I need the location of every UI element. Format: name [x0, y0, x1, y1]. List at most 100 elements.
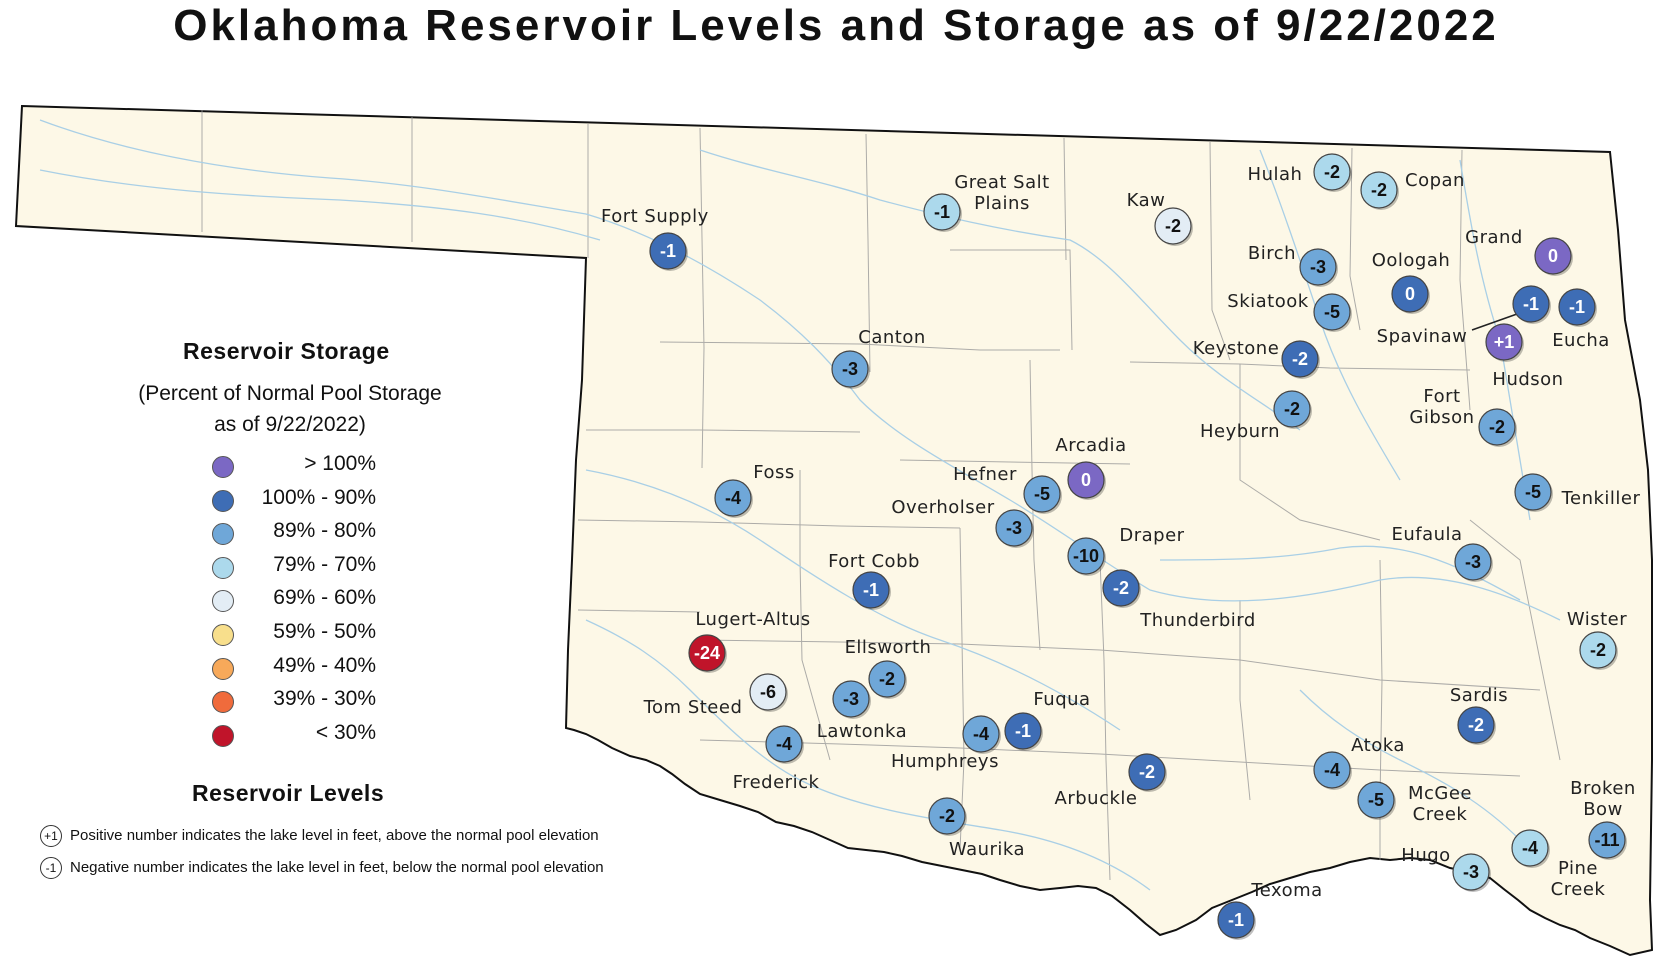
reservoir-storage-circle	[1281, 340, 1319, 378]
reservoir-level: -4	[776, 734, 792, 754]
reservoir-name: Fuqua	[1033, 689, 1090, 710]
reservoir-level: -2	[939, 806, 955, 826]
reservoir-name: Eufaula	[1391, 524, 1462, 545]
reservoir-storage-circle	[1004, 712, 1042, 750]
reservoir-storage-circle	[1217, 901, 1255, 939]
legend-label: 69% - 60%	[273, 586, 376, 610]
legend-swatch-icon	[212, 556, 234, 579]
reservoir-level: -4	[1522, 838, 1538, 858]
reservoir-name: Frederick	[733, 772, 820, 793]
reservoir-storage-circle	[852, 571, 890, 609]
reservoir-marker: -4 Frederick	[733, 725, 820, 793]
reservoir-marker: -2 Fort Gibson	[1409, 386, 1517, 447]
reservoir-name: Canton	[858, 327, 926, 348]
reservoir-marker: -3 Hugo	[1401, 845, 1491, 892]
reservoir-name: Fort Cobb	[828, 551, 920, 572]
reservoir-storage-circle	[749, 673, 787, 711]
legend-label: 79% - 70%	[273, 552, 376, 576]
reservoir-storage-circle	[765, 725, 803, 763]
reservoir-storage-circle	[1511, 829, 1549, 867]
reservoir-level: 0	[1405, 284, 1415, 304]
reservoir-marker: -2 Wister	[1567, 609, 1627, 670]
reservoir-storage-circle	[1579, 631, 1617, 669]
reservoir-level: +1	[1494, 332, 1515, 352]
reservoir-marker: -2 Hulah	[1248, 153, 1352, 192]
reservoir-level: 0	[1548, 246, 1558, 266]
reservoir-level: -4	[1324, 760, 1340, 780]
reservoir-storage-circle	[1313, 293, 1351, 331]
reservoir-level: -1	[1015, 721, 1031, 741]
reservoir-storage-circle	[1485, 323, 1523, 361]
reservoir-level: -3	[843, 689, 859, 709]
reservoir-level: -3	[842, 359, 858, 379]
negative-level-note: -1 Negative number indicates the lake lev…	[40, 857, 604, 879]
reservoir-name: Keystone	[1193, 338, 1280, 359]
reservoir-level: -2	[1590, 640, 1606, 660]
reservoir-name: Wister	[1567, 609, 1627, 630]
reservoir-marker: -4 Foss	[714, 462, 794, 518]
reservoir-name: Skiatook	[1227, 291, 1308, 312]
reservoir-name: Arbuckle	[1055, 788, 1138, 809]
reservoir-level: -5	[1525, 482, 1541, 502]
reservoir-marker: -4 Humphreys	[891, 715, 1001, 772]
legend-label: 39% - 30%	[273, 687, 376, 711]
levels-legend-title: Reservoir Levels	[192, 780, 385, 806]
reservoir-name: Waurika	[949, 839, 1025, 860]
reservoir-storage-circle	[1313, 751, 1351, 789]
reservoir-marker: -4 Atoka	[1313, 735, 1404, 790]
reservoir-level: -3	[1310, 257, 1326, 277]
reservoir-name: Lawtonka	[817, 721, 907, 742]
legend-swatch-icon	[212, 456, 234, 478]
reservoir-name: Lugert-Altus	[695, 609, 810, 630]
legend-swatch-icon	[212, 691, 234, 714]
reservoir-level: -3	[1465, 552, 1481, 572]
reservoir-marker: -3 Lawtonka	[817, 680, 907, 742]
reservoir-storage-circle	[923, 193, 961, 231]
positive-level-note: +1 Positive number indicates the lake lev…	[40, 825, 599, 847]
reservoir-storage-circle	[962, 715, 1000, 753]
reservoir-storage-circle	[714, 479, 752, 517]
leader-line	[1471, 313, 1518, 331]
reservoir-marker: -2 Copan	[1360, 170, 1465, 210]
reservoir-marker: -10 Draper	[1067, 525, 1184, 576]
reservoir-storage-circle	[1514, 473, 1552, 511]
reservoir-level: -2	[1371, 180, 1387, 200]
reservoir-storage-circle	[1588, 821, 1626, 859]
storage-legend-row: > 100%	[212, 452, 376, 482]
reservoir-level: -1	[1228, 910, 1244, 930]
storage-legend-row: < 30%	[212, 721, 376, 751]
legend-swatch-icon	[212, 489, 234, 512]
storage-legend-row: 89% - 80%	[212, 519, 376, 549]
reservoir-level: -4	[725, 488, 741, 508]
reservoir-storage-circle	[1128, 753, 1166, 791]
reservoir-marker: -24 Lugert-Altus	[688, 609, 810, 673]
legend-label: > 100%	[304, 452, 376, 475]
reservoir-level: -5	[1368, 790, 1384, 810]
legend-swatch-icon	[212, 657, 234, 680]
reservoir-storage-circle	[1273, 390, 1311, 428]
reservoir-level: -2	[1292, 349, 1308, 369]
reservoir-storage-circle	[831, 350, 869, 388]
reservoir-storage-circle	[1391, 275, 1429, 313]
reservoir-marker: -2 Ellsworth	[845, 637, 931, 699]
storage-legend-title: Reservoir Storage	[183, 338, 390, 364]
storage-legend-row: 49% - 40%	[212, 654, 376, 684]
reservoir-name: Tom Steed	[643, 697, 743, 718]
reservoir-marker: -2 Thunderbird	[1102, 569, 1255, 631]
reservoir-level: -10	[1073, 546, 1099, 566]
legend-label: 100% - 90%	[261, 485, 376, 509]
reservoir-marker: -3 Overholser	[891, 497, 1034, 548]
reservoir-storage-circle	[1357, 781, 1395, 819]
reservoir-marker: -4 Pine Creek	[1511, 829, 1605, 900]
reservoir-name: Copan	[1405, 170, 1465, 191]
reservoir-storage-circle	[1558, 288, 1596, 326]
reservoir-name: Sardis	[1450, 685, 1508, 706]
reservoir-storage-circle	[1313, 153, 1351, 191]
reservoir-level: -2	[1284, 399, 1300, 419]
reservoir-name: Grand	[1465, 227, 1523, 248]
reservoir-name: Heyburn	[1200, 421, 1280, 442]
reservoir-storage-circle	[1478, 408, 1516, 446]
